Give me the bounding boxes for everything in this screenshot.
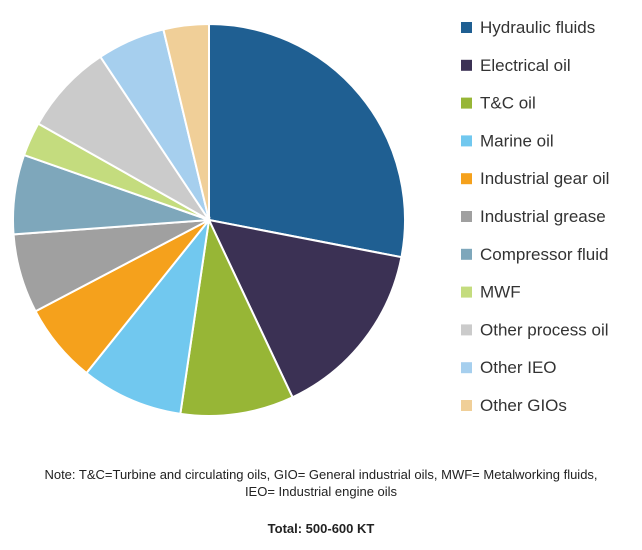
legend-label-tandc-oil: T&C oil	[480, 94, 536, 113]
legend: Hydraulic fluids Electrical oil T&C oil Mar…	[461, 18, 609, 415]
legend-swatch-industrial-grease	[461, 211, 472, 222]
pie-slice-tandc-oil	[179, 216, 294, 417]
legend-label-hydraulic-fluids: Hydraulic fluids	[480, 18, 595, 37]
pie-slice-marine-oil	[85, 216, 211, 416]
legend-swatch-marine-oil	[461, 135, 472, 147]
legend-label-electrical-oil: Electrical oil	[480, 56, 571, 75]
pie-slice-electrical-oil	[207, 218, 403, 399]
pie-chart: Hydraulic fluids Electrical oil T&C oil Mar…	[12, 18, 609, 417]
pie-slices	[12, 22, 406, 417]
legend-label-other-ieo: Other IEO	[480, 358, 557, 377]
legend-swatch-other-process-oil	[461, 324, 472, 336]
legend-label-other-gios: Other GIOs	[480, 396, 567, 415]
legend-label-other-process-oil: Other process oil	[480, 320, 609, 339]
footnote: Note: T&C=Turbine and circulating oils, …	[0, 466, 642, 500]
pie-slice-hydraulic-fluids	[208, 22, 406, 259]
pie-slice-other-gios	[162, 22, 210, 221]
legend-label-industrial-gear-oil: Industrial gear oil	[480, 169, 609, 188]
legend-label-mwf: MWF	[480, 283, 521, 302]
legend-label-marine-oil: Marine oil	[480, 131, 554, 150]
legend-swatch-electrical-oil	[461, 59, 472, 71]
legend-swatch-mwf	[461, 286, 472, 298]
legend-swatch-hydraulic-fluids	[461, 22, 472, 33]
legend-swatch-other-gios	[461, 400, 472, 411]
legend-label-industrial-grease: Industrial grease	[480, 207, 606, 226]
legend-swatch-other-ieo	[461, 362, 472, 374]
legend-swatch-industrial-gear-oil	[461, 173, 472, 185]
legend-swatch-tandc-oil	[461, 97, 472, 109]
note-line-1: Note: T&C=Turbine and circulating oils, …	[44, 467, 598, 482]
note-line-2: IEO= Industrial engine oils	[244, 484, 398, 499]
total-label: Total: 500-600 KT	[267, 521, 375, 536]
legend-swatch-compressor-fluid	[461, 248, 472, 260]
legend-label-compressor-fluid: Compressor fluid	[480, 245, 609, 264]
